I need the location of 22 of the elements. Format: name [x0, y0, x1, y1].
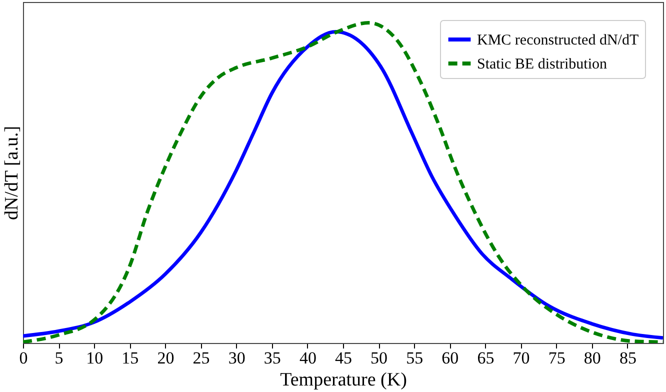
- x-tick-label: 15: [122, 348, 139, 368]
- x-tick-label: 65: [477, 348, 494, 368]
- x-tick-label: 45: [335, 348, 352, 368]
- x-tick-label: 30: [228, 348, 246, 368]
- x-tick-label: 75: [548, 348, 566, 368]
- legend-label: KMC reconstructed dN/dT: [477, 32, 639, 48]
- x-tick-label: 10: [86, 348, 104, 368]
- x-tick-label: 25: [192, 348, 210, 368]
- x-tick-label: 80: [584, 348, 601, 368]
- x-tick-label: 60: [442, 348, 459, 368]
- x-tick-label: 55: [406, 348, 424, 368]
- x-tick-label: 40: [299, 348, 316, 368]
- y-axis-title: dN/dT [a.u.]: [2, 126, 22, 220]
- x-tick-label: 35: [264, 348, 281, 368]
- x-tick-label: 50: [370, 348, 388, 368]
- legend-label: Static BE distribution: [477, 56, 608, 72]
- x-tick-label: 85: [619, 348, 636, 368]
- x-tick-label: 0: [19, 348, 28, 368]
- x-tick-label: 5: [54, 348, 64, 368]
- x-tick-label: 70: [512, 348, 530, 368]
- x-tick-label: 20: [157, 348, 174, 368]
- x-axis-title: Temperature (K): [280, 370, 407, 390]
